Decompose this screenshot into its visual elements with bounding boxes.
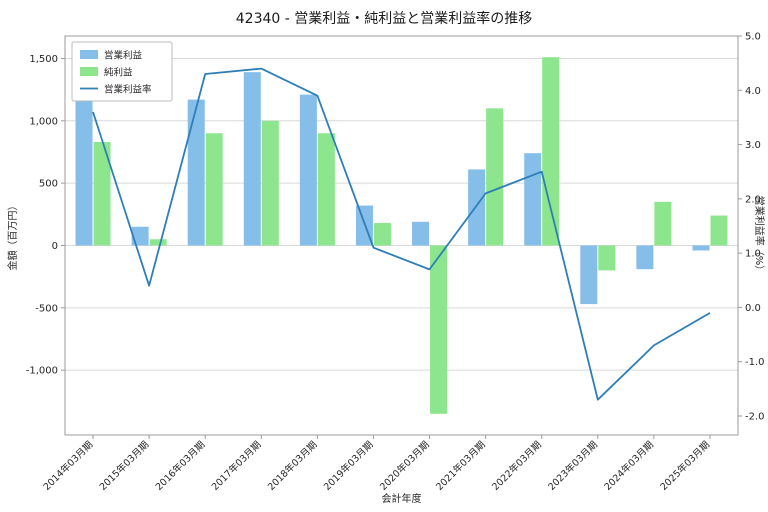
right-tick-label: 3.0 [745, 140, 761, 151]
x-tick-label: 2017年03月期 [209, 439, 263, 493]
x-tick-label: 2022年03月期 [490, 439, 544, 493]
chart-title: 42340 - 営業利益・純利益と営業利益率の推移 [235, 11, 533, 27]
x-tick-label: 2024年03月期 [602, 439, 656, 493]
legend-label-純利益: 純利益 [104, 67, 133, 79]
x-tick-label: 2015年03月期 [97, 439, 151, 493]
x-axis-label: 会計年度 [382, 492, 422, 505]
bar-純利益-2015年03月期 [149, 239, 167, 246]
bar-純利益-2025年03月期 [710, 215, 728, 246]
bar-営業利益-2017年03月期 [243, 72, 261, 246]
right-tick-label: -1.0 [745, 357, 765, 368]
left-tick-label: 0 [52, 241, 58, 252]
left-tick-label: -500 [35, 303, 58, 314]
left-tick-label: 1,000 [29, 116, 58, 127]
bar-純利益-2018年03月期 [317, 133, 335, 246]
left-tick-label: -1,000 [26, 366, 58, 377]
x-tick-label: 2021年03月期 [433, 439, 487, 493]
bar-営業利益-2025年03月期 [692, 245, 710, 251]
left-tick-label: 500 [39, 179, 58, 190]
x-tick-label: 2020年03月期 [377, 439, 431, 493]
bar-営業利益-2023年03月期 [580, 245, 598, 305]
legend-label-営業利益: 営業利益 [104, 50, 143, 62]
right-tick-label: 4.0 [745, 86, 761, 97]
bar-営業利益-2018年03月期 [299, 94, 317, 246]
right-tick-label: -2.0 [745, 412, 765, 423]
bar-営業利益-2014年03月期 [75, 99, 93, 246]
bar-純利益-2020年03月期 [430, 245, 448, 414]
bar-純利益-2024年03月期 [654, 201, 672, 246]
bar-営業利益-2021年03月期 [468, 169, 486, 246]
bar-純利益-2021年03月期 [486, 108, 504, 246]
x-tick-label: 2023年03月期 [546, 439, 600, 493]
bar-純利益-2014年03月期 [93, 141, 111, 246]
bar-純利益-2019年03月期 [373, 223, 391, 246]
x-tick-label: 2025年03月期 [658, 439, 712, 493]
bar-営業利益-2022年03月期 [524, 153, 542, 246]
x-tick-label: 2014年03月期 [41, 439, 95, 493]
legend-label-営業利益率: 営業利益率 [104, 84, 152, 96]
right-tick-label: 1.0 [745, 249, 761, 260]
x-tick-label: 2018年03月期 [265, 439, 319, 493]
bar-営業利益-2016年03月期 [187, 99, 205, 246]
bar-純利益-2017年03月期 [261, 120, 279, 246]
x-tick-label: 2016年03月期 [153, 439, 207, 493]
right-tick-label: 5.0 [745, 32, 761, 43]
bar-純利益-2016年03月期 [205, 133, 223, 246]
right-tick-label: 0.0 [745, 303, 761, 314]
legend-swatch-純利益 [80, 67, 98, 76]
bar-純利益-2022年03月期 [542, 57, 560, 246]
right-axis-label: 営業利益率（%） [753, 196, 766, 276]
bar-営業利益-2015年03月期 [131, 226, 149, 246]
plot-frame [64, 35, 739, 436]
bar-純利益-2023年03月期 [598, 245, 616, 271]
left-axis-label: 金額（百万円） [6, 201, 19, 271]
right-tick-label: 2.0 [745, 194, 761, 205]
line-営業利益率 [92, 67, 711, 401]
left-tick-label: 1,500 [29, 54, 58, 65]
bar-営業利益-2020年03月期 [412, 221, 430, 246]
legend-swatch-営業利益 [80, 50, 98, 59]
x-tick-label: 2019年03月期 [321, 439, 375, 493]
bar-営業利益-2024年03月期 [636, 245, 654, 270]
